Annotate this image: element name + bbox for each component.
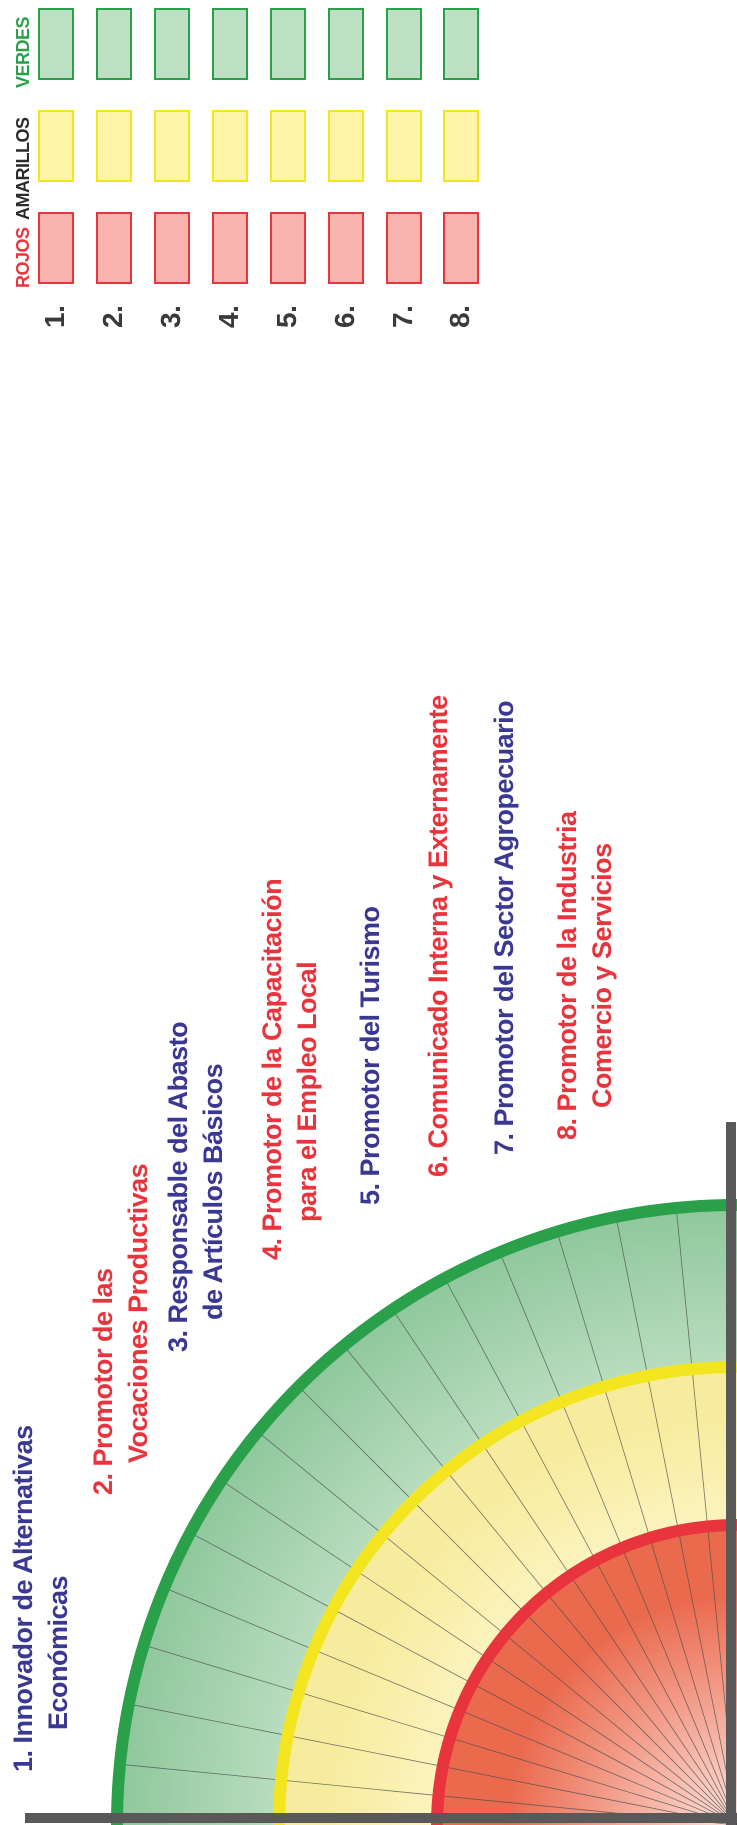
row-number-6: 6.	[329, 305, 360, 328]
sector-divider-6	[219, 1479, 737, 1825]
sector-divider-11	[443, 1276, 737, 1825]
checkbox-red-row-7[interactable]	[386, 212, 422, 284]
item-4-line-1: 4. Promotor de la Capacitación	[257, 878, 287, 1260]
checkbox-red-row-5[interactable]	[270, 212, 306, 284]
item-4-label: 4. Promotor de la Capacitación para el E…	[255, 879, 325, 1260]
checkbox-green-row-6[interactable]	[328, 8, 364, 80]
checkbox-red-row-8[interactable]	[443, 212, 479, 284]
item-8-line-2: Comercio y Servicios	[587, 843, 617, 1108]
item-1-label: 1. Innovador de Alternativas Económicas	[6, 1425, 76, 1772]
middle-yellow-ring	[273, 1361, 737, 1825]
checkbox-green-row-8[interactable]	[443, 8, 479, 80]
checkbox-yellow-row-1[interactable]	[38, 110, 74, 182]
checkbox-yellow-row-8[interactable]	[443, 110, 479, 182]
checkbox-green-row-1[interactable]	[38, 8, 74, 80]
checkbox-green-row-3[interactable]	[154, 8, 190, 80]
evaluation-grid: 1. 2. 3. 4. 5. 6. 7. 8.	[0, 0, 737, 390]
checkbox-green-row-4[interactable]	[212, 8, 248, 80]
outer-green-ring	[111, 1199, 737, 1825]
item-1-line-2: Económicas	[43, 1575, 73, 1730]
checkbox-yellow-row-6[interactable]	[328, 110, 364, 182]
item-5-label: 5. Promotor del Turismo	[353, 906, 388, 1205]
sector-divider-7	[255, 1430, 737, 1825]
checkbox-red-row-3[interactable]	[154, 212, 190, 284]
item-2-label: 2. Promotor de las Vocaciones Productiva…	[86, 1164, 156, 1495]
checkbox-yellow-row-5[interactable]	[270, 110, 306, 182]
sector-divider-9	[342, 1343, 737, 1825]
inner-red-ring	[431, 1519, 737, 1825]
sector-divider-5	[188, 1531, 737, 1825]
sector-divider-4	[162, 1586, 737, 1825]
item-1-line-1: 1. Innovador de Alternativas	[8, 1425, 38, 1772]
checkbox-red-row-1[interactable]	[38, 212, 74, 284]
item-7-line-1: 7. Promotor del Sector Agropecuario	[489, 700, 519, 1155]
item-6-label: 6. Comunicado Interna y Externamente	[421, 695, 456, 1177]
sector-divider-12	[498, 1250, 737, 1825]
row-number-1: 1.	[39, 305, 70, 328]
sector-divider-14	[615, 1214, 737, 1825]
sector-divider-10	[391, 1307, 737, 1825]
item-2-line-1: 2. Promotor de las	[88, 1268, 118, 1495]
row-number-4: 4.	[213, 305, 244, 328]
row-number-8: 8.	[444, 305, 475, 328]
checkbox-yellow-row-2[interactable]	[96, 110, 132, 182]
row-number-5: 5.	[271, 305, 302, 328]
item-8-line-1: 8. Promotor de la Industria	[552, 811, 582, 1140]
row-number-2: 2.	[97, 305, 128, 328]
item-2-line-2: Vocaciones Productivas	[123, 1163, 153, 1463]
item-4-line-2: para el Empleo Local	[292, 961, 322, 1222]
item-3-line-2: de Artículos Básicos	[198, 1063, 228, 1320]
row-number-7: 7.	[387, 305, 418, 328]
sector-divider-8	[296, 1384, 737, 1825]
checkbox-green-row-7[interactable]	[386, 8, 422, 80]
item-7-label: 7. Promotor del Sector Agropecuario	[487, 701, 522, 1155]
checkbox-red-row-6[interactable]	[328, 212, 364, 284]
checkbox-yellow-row-4[interactable]	[212, 110, 248, 182]
sector-divider-3	[141, 1644, 737, 1825]
row-number-3: 3.	[155, 305, 186, 328]
item-8-label: 8. Promotor de la Industria Comercio y S…	[550, 811, 620, 1140]
checkbox-yellow-row-7[interactable]	[386, 110, 422, 182]
sector-divider-13	[556, 1229, 737, 1825]
item-5-line-1: 5. Promotor del Turismo	[355, 906, 385, 1205]
checkbox-yellow-row-3[interactable]	[154, 110, 190, 182]
checkbox-red-row-4[interactable]	[212, 212, 248, 284]
sector-divider-2	[126, 1703, 737, 1825]
checkbox-red-row-2[interactable]	[96, 212, 132, 284]
item-3-label: 3. Responsable del Abasto de Artículos B…	[161, 1022, 231, 1352]
item-6-line-1: 6. Comunicado Interna y Externamente	[423, 695, 453, 1177]
checkbox-green-row-2[interactable]	[96, 8, 132, 80]
checkbox-green-row-5[interactable]	[270, 8, 306, 80]
item-3-line-1: 3. Responsable del Abasto	[163, 1021, 193, 1352]
